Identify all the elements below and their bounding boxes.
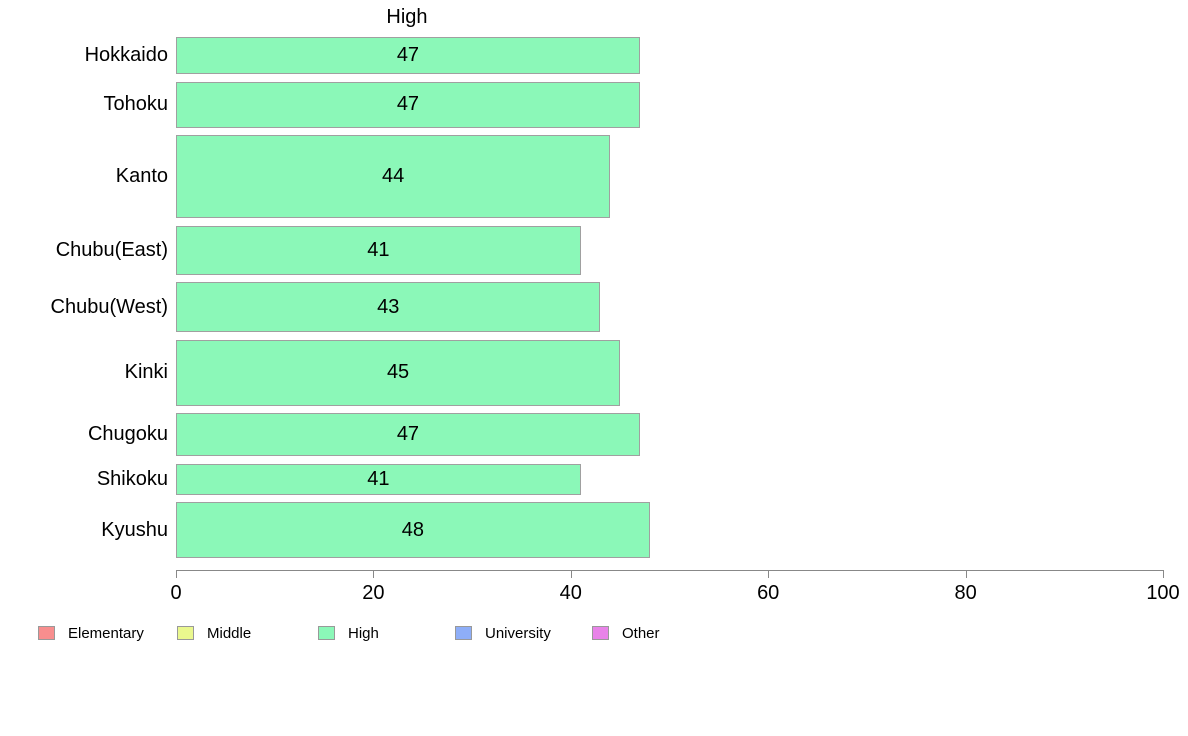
- tick-mark: [965, 570, 967, 578]
- bar-row-kyushu: Kyushu 48: [0, 502, 1188, 558]
- bar-value-label: 47: [396, 44, 420, 66]
- bar-kyushu[interactable]: 48: [176, 502, 650, 558]
- bar-value-label: 41: [367, 238, 390, 261]
- bar-value-label: 44: [382, 165, 405, 187]
- bar-value-label: 47: [396, 93, 420, 115]
- chart-title: High: [386, 6, 428, 28]
- legend-label: University: [485, 624, 551, 642]
- category-label: Kanto: [115, 165, 168, 187]
- bar-kanto[interactable]: 44: [176, 135, 611, 218]
- category-label: Kinki: [124, 361, 168, 383]
- legend-item-other[interactable]: Other: [592, 622, 660, 644]
- bar-chubu-east[interactable]: 41: [176, 225, 581, 275]
- tick-mark: [373, 570, 375, 578]
- bar-row-chubu-east: Chubu(East) 41: [0, 225, 1188, 275]
- bar-chugoku[interactable]: 47: [176, 413, 640, 456]
- category-label: Chubu(East): [55, 238, 168, 261]
- bar-value-label: 41: [367, 467, 390, 490]
- bar-row-chugoku: Chugoku 47: [0, 413, 1188, 456]
- category-label: Chubu(West): [50, 295, 168, 318]
- bar-row-tohoku: Tohoku 47: [0, 81, 1188, 128]
- bar-row-kanto: Kanto 44: [0, 135, 1188, 218]
- category-label: Kyushu: [101, 518, 168, 541]
- bar-value-label: 43: [377, 295, 400, 318]
- legend-swatch-university: [455, 626, 472, 640]
- legend-swatch-middle: [177, 626, 194, 640]
- tick-mark: [176, 570, 177, 578]
- legend-item-high[interactable]: High: [318, 622, 379, 644]
- bar-tohoku[interactable]: 47: [176, 81, 640, 128]
- bar-hokkaido[interactable]: 47: [176, 37, 640, 74]
- legend-item-elementary[interactable]: Elementary: [38, 622, 144, 644]
- tick-mark: [1163, 570, 1164, 578]
- tick-label: 60: [757, 582, 780, 604]
- bar-chubu-west[interactable]: 43: [176, 282, 601, 332]
- bar-row-kinki: Kinki 45: [0, 339, 1188, 406]
- tick-label: 40: [559, 582, 582, 604]
- tick-label: 80: [954, 582, 977, 604]
- tick-mark: [768, 570, 770, 578]
- legend-swatch-high: [318, 626, 335, 640]
- legend-item-middle[interactable]: Middle: [177, 622, 251, 644]
- legend-swatch-other: [592, 626, 609, 640]
- tick-mark: [570, 570, 572, 578]
- bar-row-shikoku: Shikoku 41: [0, 463, 1188, 495]
- legend-label: Middle: [207, 624, 252, 642]
- legend-label: High: [348, 624, 379, 642]
- bar-value-label: 47: [396, 423, 420, 445]
- tick-label: 20: [362, 582, 385, 604]
- category-label: Tohoku: [103, 93, 169, 115]
- x-axis-line: [176, 570, 1164, 571]
- bar-shikoku[interactable]: 41: [176, 463, 581, 495]
- legend-swatch-elementary: [38, 626, 55, 640]
- category-label: Shikoku: [96, 467, 168, 490]
- bar-row-chubu-west: Chubu(West) 43: [0, 282, 1188, 332]
- legend-label: Elementary: [68, 624, 144, 642]
- category-label: Hokkaido: [84, 44, 168, 66]
- category-label: Chugoku: [87, 423, 168, 445]
- legend-item-university[interactable]: University: [455, 622, 551, 644]
- legend: Elementary Middle High University Other: [0, 622, 1188, 646]
- legend-label: Other: [622, 624, 660, 642]
- bar-value-label: 48: [401, 518, 424, 541]
- bar-row-hokkaido: Hokkaido 47: [0, 37, 1188, 74]
- tick-label: 100: [1146, 582, 1180, 604]
- bar-value-label: 45: [386, 361, 410, 383]
- bar-kinki[interactable]: 45: [176, 339, 621, 406]
- tick-label: 0: [170, 582, 182, 604]
